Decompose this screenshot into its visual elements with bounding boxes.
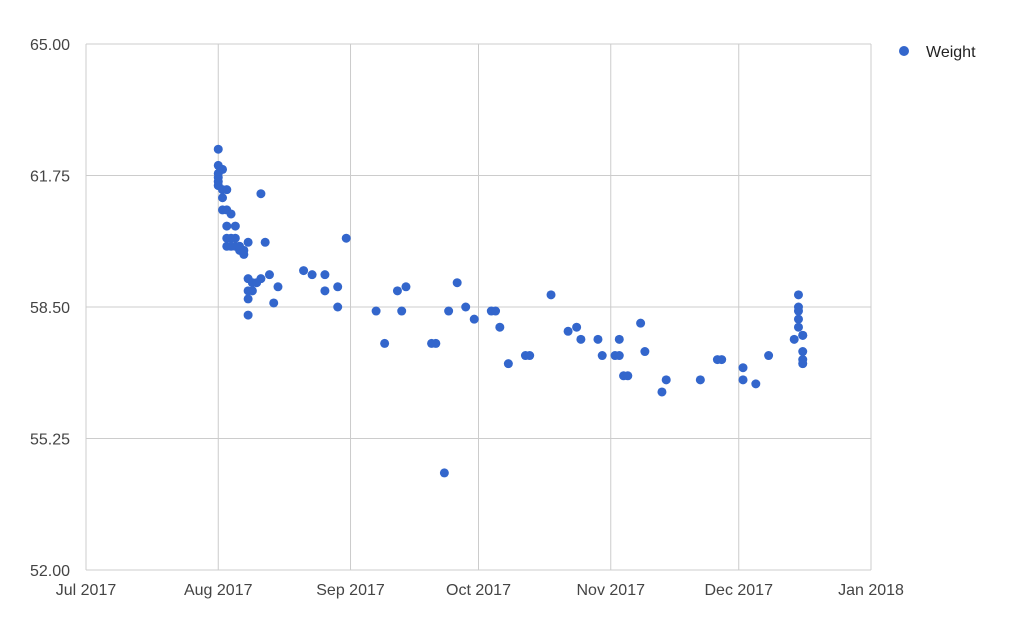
- data-point[interactable]: [264, 270, 274, 280]
- data-point[interactable]: [793, 322, 803, 332]
- weight-series-points: [213, 144, 808, 478]
- data-point[interactable]: [657, 387, 667, 397]
- data-point[interactable]: [503, 359, 513, 369]
- data-point[interactable]: [243, 237, 253, 247]
- data-point[interactable]: [593, 334, 603, 344]
- data-point[interactable]: [444, 306, 454, 316]
- data-point[interactable]: [222, 185, 232, 195]
- data-point[interactable]: [461, 302, 471, 312]
- data-point[interactable]: [525, 351, 535, 361]
- legend-swatch: [899, 46, 909, 56]
- data-point[interactable]: [798, 347, 808, 357]
- data-point[interactable]: [299, 266, 309, 276]
- data-point[interactable]: [401, 282, 411, 292]
- data-point[interactable]: [636, 318, 646, 328]
- x-axis: Jul 2017 Aug 2017 Sep 2017 Oct 2017 Nov 2017…: [56, 582, 904, 599]
- x-tick-label: Jan 2018: [838, 582, 904, 599]
- data-point[interactable]: [213, 144, 223, 154]
- x-tick-label: Sep 2017: [316, 582, 385, 599]
- data-point[interactable]: [243, 294, 253, 304]
- data-point[interactable]: [789, 334, 799, 344]
- data-point[interactable]: [226, 209, 236, 219]
- data-point[interactable]: [614, 351, 624, 361]
- data-point[interactable]: [222, 221, 232, 231]
- y-axis: 52.00 55.25 58.50 61.75 65.00: [30, 37, 70, 580]
- data-point[interactable]: [751, 379, 761, 389]
- data-point[interactable]: [371, 306, 381, 316]
- data-point[interactable]: [439, 468, 449, 478]
- data-point[interactable]: [798, 359, 808, 369]
- data-point[interactable]: [397, 306, 407, 316]
- data-point[interactable]: [307, 270, 317, 280]
- data-point[interactable]: [218, 193, 228, 203]
- data-point[interactable]: [247, 286, 257, 296]
- data-point[interactable]: [623, 371, 633, 381]
- data-point[interactable]: [230, 221, 240, 231]
- x-tick-label: Aug 2017: [184, 582, 253, 599]
- data-point[interactable]: [269, 298, 279, 308]
- data-point[interactable]: [469, 314, 479, 324]
- data-point[interactable]: [230, 233, 240, 243]
- data-point[interactable]: [431, 338, 441, 348]
- data-point[interactable]: [239, 245, 249, 255]
- data-point[interactable]: [738, 363, 748, 373]
- data-point[interactable]: [572, 322, 582, 332]
- data-point[interactable]: [333, 302, 343, 312]
- data-point[interactable]: [793, 314, 803, 324]
- data-point[interactable]: [320, 270, 330, 280]
- data-point[interactable]: [793, 290, 803, 300]
- data-point[interactable]: [320, 286, 330, 296]
- data-point[interactable]: [495, 322, 505, 332]
- data-point[interactable]: [333, 282, 343, 292]
- data-point[interactable]: [452, 278, 462, 288]
- legend-label-weight: Weight: [926, 44, 976, 61]
- data-point[interactable]: [597, 351, 607, 361]
- data-point[interactable]: [695, 375, 705, 385]
- x-tick-label: Oct 2017: [446, 582, 511, 599]
- x-tick-label: Nov 2017: [577, 582, 646, 599]
- data-point[interactable]: [640, 347, 650, 357]
- data-point[interactable]: [392, 286, 402, 296]
- y-tick-label: 65.00: [30, 37, 70, 54]
- data-point[interactable]: [260, 237, 270, 247]
- data-point[interactable]: [341, 233, 351, 243]
- y-tick-label: 52.00: [30, 563, 70, 580]
- data-point[interactable]: [243, 310, 253, 320]
- y-tick-label: 55.25: [30, 432, 70, 449]
- legend[interactable]: Weight: [899, 44, 976, 61]
- y-tick-label: 61.75: [30, 169, 70, 186]
- data-point[interactable]: [380, 338, 390, 348]
- data-point[interactable]: [614, 334, 624, 344]
- data-point[interactable]: [661, 375, 671, 385]
- data-point[interactable]: [256, 274, 266, 284]
- data-point[interactable]: [576, 334, 586, 344]
- data-point[interactable]: [793, 306, 803, 316]
- gridlines: [85, 43, 872, 571]
- data-point[interactable]: [256, 189, 266, 199]
- data-point[interactable]: [546, 290, 556, 300]
- data-point[interactable]: [491, 306, 501, 316]
- data-point[interactable]: [717, 355, 727, 365]
- data-point[interactable]: [798, 330, 808, 340]
- y-tick-label: 58.50: [30, 300, 70, 317]
- x-tick-label: Jul 2017: [56, 582, 117, 599]
- x-tick-label: Dec 2017: [704, 582, 773, 599]
- data-point[interactable]: [273, 282, 283, 292]
- data-point[interactable]: [738, 375, 748, 385]
- data-point[interactable]: [764, 351, 774, 361]
- data-point[interactable]: [563, 326, 573, 336]
- data-point[interactable]: [218, 164, 228, 174]
